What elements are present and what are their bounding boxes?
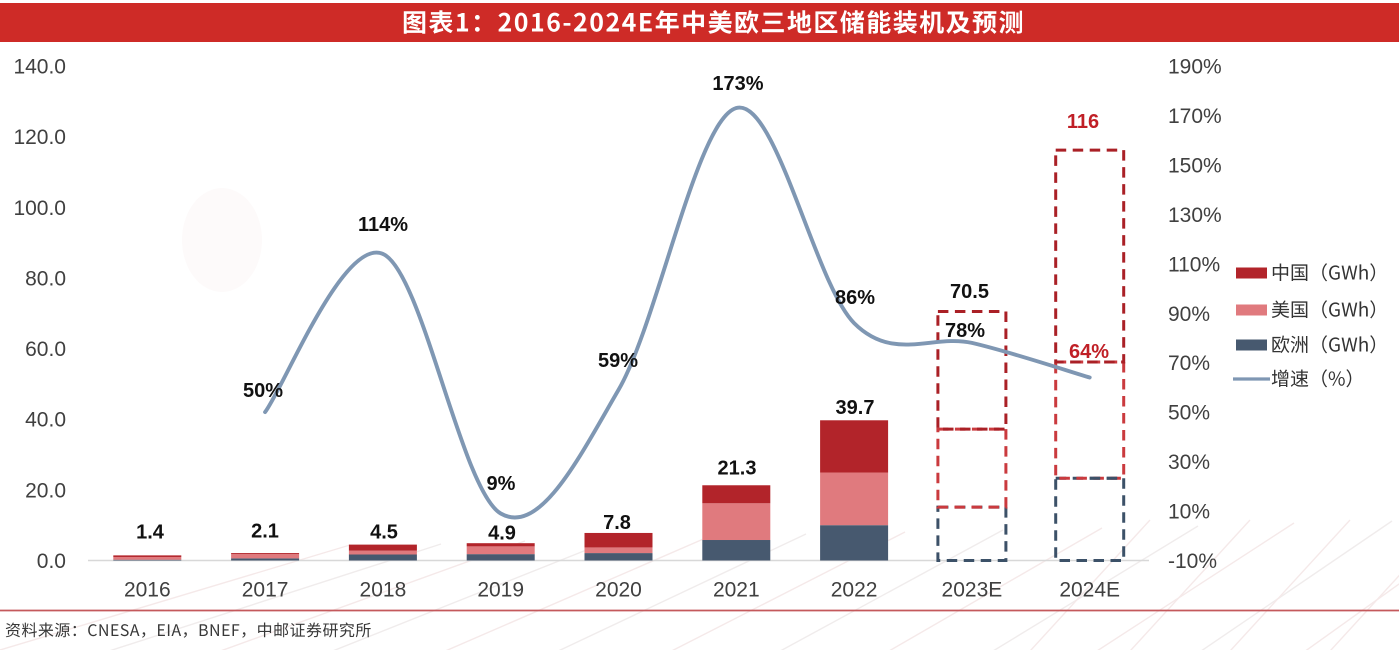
svg-text:2020: 2020 bbox=[595, 579, 642, 602]
svg-text:110%: 110% bbox=[1168, 253, 1220, 276]
svg-text:2023E: 2023E bbox=[942, 579, 1003, 602]
svg-text:86%: 86% bbox=[835, 287, 875, 309]
svg-text:2022: 2022 bbox=[831, 579, 878, 602]
svg-text:1.4: 1.4 bbox=[136, 522, 165, 544]
svg-text:9%: 9% bbox=[487, 473, 516, 495]
svg-text:190%: 190% bbox=[1168, 56, 1222, 79]
svg-text:2018: 2018 bbox=[360, 579, 407, 602]
svg-text:2021: 2021 bbox=[713, 579, 760, 602]
svg-text:-10%: -10% bbox=[1168, 550, 1217, 573]
svg-text:170%: 170% bbox=[1168, 105, 1222, 128]
svg-text:10%: 10% bbox=[1168, 501, 1210, 524]
svg-text:7.8: 7.8 bbox=[603, 512, 631, 534]
svg-text:100.0: 100.0 bbox=[13, 197, 66, 220]
svg-text:114%: 114% bbox=[358, 214, 408, 236]
svg-text:50%: 50% bbox=[1168, 402, 1210, 425]
svg-text:90%: 90% bbox=[1168, 303, 1210, 326]
svg-text:20.0: 20.0 bbox=[25, 479, 66, 502]
svg-text:150%: 150% bbox=[1168, 154, 1222, 177]
svg-text:59%: 59% bbox=[598, 350, 638, 372]
svg-text:60.0: 60.0 bbox=[25, 338, 66, 361]
svg-text:78%: 78% bbox=[945, 320, 985, 342]
svg-text:130%: 130% bbox=[1168, 204, 1222, 227]
svg-text:70.5: 70.5 bbox=[950, 281, 989, 303]
svg-text:2017: 2017 bbox=[242, 579, 289, 602]
svg-text:173%: 173% bbox=[712, 73, 763, 95]
svg-text:39.7: 39.7 bbox=[836, 397, 875, 419]
svg-text:40.0: 40.0 bbox=[25, 409, 66, 432]
svg-text:2016: 2016 bbox=[124, 579, 171, 602]
svg-text:30%: 30% bbox=[1168, 451, 1210, 474]
svg-text:21.3: 21.3 bbox=[718, 458, 757, 480]
svg-text:50%: 50% bbox=[243, 380, 283, 402]
svg-text:120.0: 120.0 bbox=[13, 126, 66, 149]
svg-text:4.9: 4.9 bbox=[488, 523, 516, 545]
svg-text:0.0: 0.0 bbox=[37, 550, 66, 573]
svg-text:2019: 2019 bbox=[477, 579, 524, 602]
svg-text:4.5: 4.5 bbox=[370, 522, 398, 544]
svg-text:80.0: 80.0 bbox=[25, 267, 66, 290]
svg-text:140.0: 140.0 bbox=[13, 56, 66, 79]
svg-text:116: 116 bbox=[1067, 111, 1099, 133]
svg-text:70%: 70% bbox=[1168, 352, 1210, 375]
svg-text:64%: 64% bbox=[1069, 341, 1109, 363]
svg-text:2024E: 2024E bbox=[1059, 579, 1120, 602]
svg-text:2.1: 2.1 bbox=[251, 520, 279, 542]
